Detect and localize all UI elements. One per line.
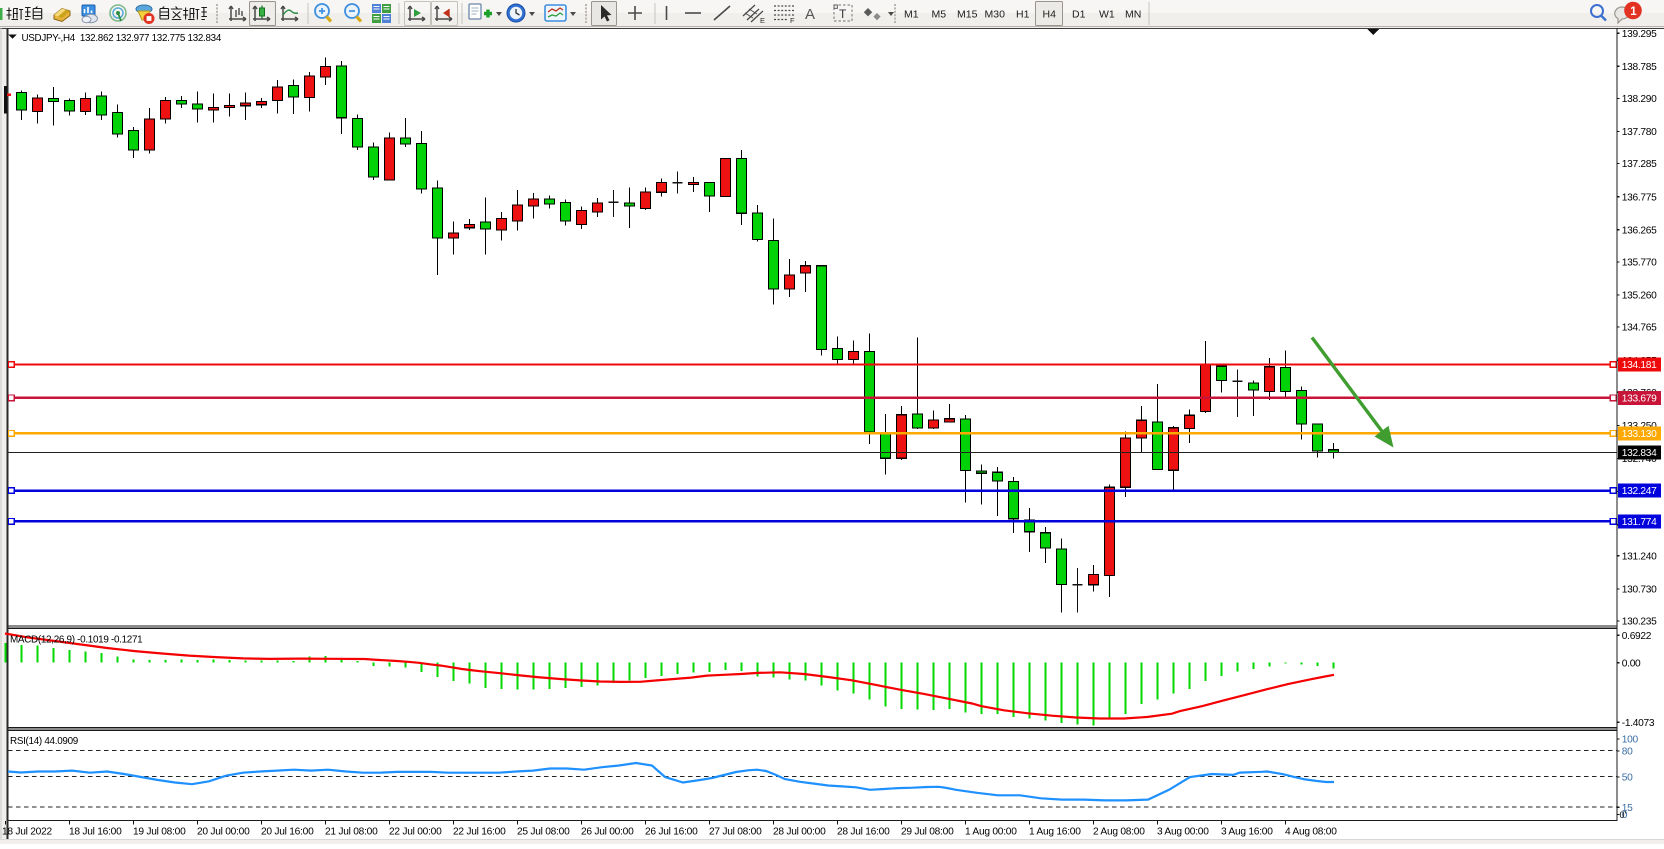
svg-text:3 Aug 16:00: 3 Aug 16:00 (1221, 827, 1273, 838)
svg-text:131.240: 131.240 (1622, 551, 1657, 562)
svg-text:134.181: 134.181 (1622, 360, 1657, 371)
svg-text:M5: M5 (932, 9, 947, 21)
svg-text:133.130: 133.130 (1622, 429, 1657, 440)
svg-text:E: E (760, 16, 765, 25)
svg-text:A: A (805, 6, 815, 23)
svg-text:1 Aug 00:00: 1 Aug 00:00 (965, 827, 1017, 838)
svg-text:-1.4073: -1.4073 (1622, 718, 1655, 729)
svg-text:0.6922: 0.6922 (1622, 631, 1652, 642)
svg-text:3 Aug 00:00: 3 Aug 00:00 (1157, 827, 1209, 838)
svg-text:27 Jul 08:00: 27 Jul 08:00 (709, 827, 762, 838)
svg-text:28 Jul 00:00: 28 Jul 00:00 (773, 827, 826, 838)
svg-text:26 Jul 00:00: 26 Jul 00:00 (581, 827, 634, 838)
svg-text:29 Jul 08:00: 29 Jul 08:00 (901, 827, 954, 838)
svg-text:18 Jul 2022: 18 Jul 2022 (2, 827, 53, 838)
svg-text:139.295: 139.295 (1622, 29, 1657, 40)
svg-text:131.774: 131.774 (1622, 517, 1657, 528)
svg-text:W1: W1 (1099, 9, 1115, 21)
svg-text:132.740: 132.740 (1622, 454, 1657, 465)
svg-text:H4: H4 (1043, 9, 1057, 21)
svg-text:135.770: 135.770 (1622, 258, 1657, 269)
svg-text:M15: M15 (957, 9, 978, 21)
svg-text:26 Jul 16:00: 26 Jul 16:00 (645, 827, 698, 838)
svg-text:1: 1 (1630, 6, 1637, 18)
svg-text:22 Jul 00:00: 22 Jul 00:00 (389, 827, 442, 838)
svg-text:4 Aug 08:00: 4 Aug 08:00 (1285, 827, 1337, 838)
svg-text:136.265: 136.265 (1622, 225, 1657, 236)
svg-text:138.290: 138.290 (1622, 94, 1657, 105)
svg-text:F: F (790, 16, 795, 25)
svg-text:18 Jul 16:00: 18 Jul 16:00 (69, 827, 122, 838)
svg-text:21 Jul 08:00: 21 Jul 08:00 (325, 827, 378, 838)
svg-text:132.247: 132.247 (1622, 486, 1657, 497)
svg-text:M1: M1 (904, 9, 919, 21)
svg-text:20 Jul 16:00: 20 Jul 16:00 (261, 827, 314, 838)
svg-text:133.679: 133.679 (1622, 393, 1657, 404)
svg-text:132.834: 132.834 (1622, 448, 1657, 459)
svg-text:MACD(12,26,9) -0.1019 -0.1271: MACD(12,26,9) -0.1019 -0.1271 (10, 635, 143, 646)
svg-text:25 Jul 08:00: 25 Jul 08:00 (517, 827, 570, 838)
svg-text:28 Jul 16:00: 28 Jul 16:00 (837, 827, 890, 838)
svg-text:15: 15 (1622, 803, 1633, 814)
svg-text:RSI(14) 44.0909: RSI(14) 44.0909 (10, 736, 79, 747)
svg-text:130.730: 130.730 (1622, 585, 1657, 596)
svg-text:136.775: 136.775 (1622, 192, 1657, 203)
svg-text:USDJPY-,H4 132.862 132.977 13: USDJPY-,H4 132.862 132.977 132.775 132.8… (22, 33, 222, 44)
svg-text:T: T (839, 7, 847, 21)
svg-text:2 Aug 08:00: 2 Aug 08:00 (1093, 827, 1145, 838)
svg-text:20 Jul 00:00: 20 Jul 00:00 (197, 827, 250, 838)
svg-text:137.780: 137.780 (1622, 127, 1657, 138)
svg-text:D1: D1 (1072, 9, 1086, 21)
svg-text:22 Jul 16:00: 22 Jul 16:00 (453, 827, 506, 838)
svg-text:100: 100 (1622, 735, 1639, 746)
svg-text:19 Jul 08:00: 19 Jul 08:00 (133, 827, 186, 838)
svg-text:130.235: 130.235 (1622, 617, 1657, 628)
svg-text:M30: M30 (985, 9, 1006, 21)
svg-text:0': 0' (1620, 810, 1627, 820)
svg-text:1 Aug 16:00: 1 Aug 16:00 (1029, 827, 1081, 838)
svg-text:134.765: 134.765 (1622, 323, 1657, 334)
svg-text:80: 80 (1622, 747, 1633, 758)
svg-text:137.285: 137.285 (1622, 159, 1657, 170)
svg-text:0: 0 (1622, 810, 1628, 821)
svg-text:135.260: 135.260 (1622, 291, 1657, 302)
svg-text:50: 50 (1622, 773, 1633, 784)
svg-text:MN: MN (1125, 9, 1141, 21)
svg-text:138.785: 138.785 (1622, 62, 1657, 73)
svg-text:H1: H1 (1016, 9, 1030, 21)
svg-text:0.00: 0.00 (1622, 658, 1641, 669)
